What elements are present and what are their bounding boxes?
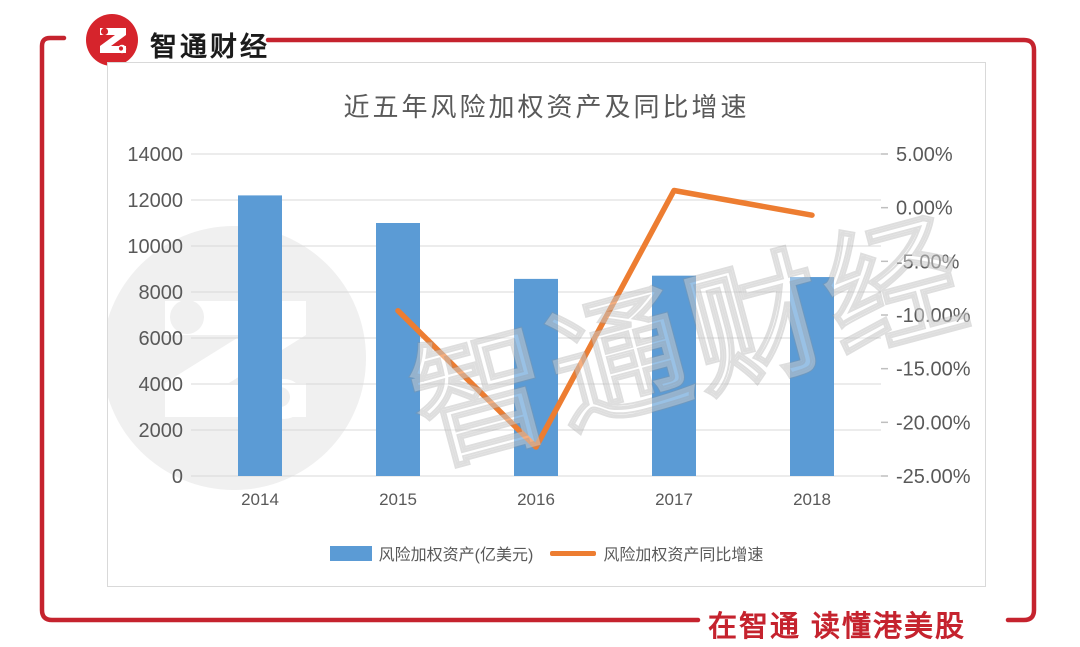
brand-name: 智通财经 — [150, 32, 270, 62]
chart-title: 近五年风险加权资产及同比增速 — [343, 92, 750, 122]
x-axis-label-2017: 2017 — [655, 490, 693, 509]
zhitong-logo-icon — [86, 14, 138, 66]
bar-2018 — [790, 277, 834, 476]
x-axis-label-2016: 2016 — [517, 490, 555, 509]
chart-panel: 近五年风险加权资产及同比增速 14000 12000 10000 8000 6000 40… — [107, 62, 986, 587]
chart-legend: 风险加权资产(亿美元) 风险加权资产同比增速 — [108, 541, 985, 565]
right-axis-tick-label: 5.00% — [896, 144, 953, 166]
left-axis-tick-label: 8000 — [139, 282, 184, 304]
x-axis-label-2014: 2014 — [241, 490, 279, 509]
right-axis-tick-label: -25.00% — [896, 466, 971, 488]
right-axis-tick-label: 0.00% — [896, 198, 953, 220]
brand-slogan: 在智通 读懂港美股 — [708, 611, 967, 643]
left-axis-tick-label: 10000 — [127, 236, 183, 258]
legend-bar-swatch — [329, 545, 372, 561]
right-axis-tick-label: -15.00% — [896, 359, 971, 381]
bar-2015 — [376, 223, 420, 476]
growth-line — [395, 187, 815, 450]
bar-2017 — [652, 275, 696, 476]
legend-line-swatch — [550, 550, 597, 556]
right-axis-tick-label: -5.00% — [896, 251, 960, 273]
bar-2014 — [238, 195, 282, 476]
left-axis-tick-label: 6000 — [139, 328, 184, 350]
legend-line-label: 风险加权资产同比增速 — [603, 547, 764, 564]
left-axis-tick-label: 2000 — [139, 420, 184, 442]
x-axis-label-2018: 2018 — [793, 490, 831, 509]
right-axis-tick-label: -20.00% — [896, 412, 971, 434]
x-axis-label-2015: 2015 — [379, 490, 417, 509]
right-axis-tick-label: -10.00% — [896, 305, 971, 327]
left-axis-tick-label: 12000 — [127, 190, 183, 212]
left-axis-tick-label: 4000 — [139, 374, 184, 396]
chart-plot: 14000 12000 10000 8000 6000 4000 2000 0 5.00% 0.0… — [127, 144, 971, 509]
left-axis-tick-label: 14000 — [127, 144, 183, 166]
legend-bar-label: 风险加权资产(亿美元) — [378, 547, 534, 564]
left-axis-tick-label: 0 — [172, 466, 183, 488]
